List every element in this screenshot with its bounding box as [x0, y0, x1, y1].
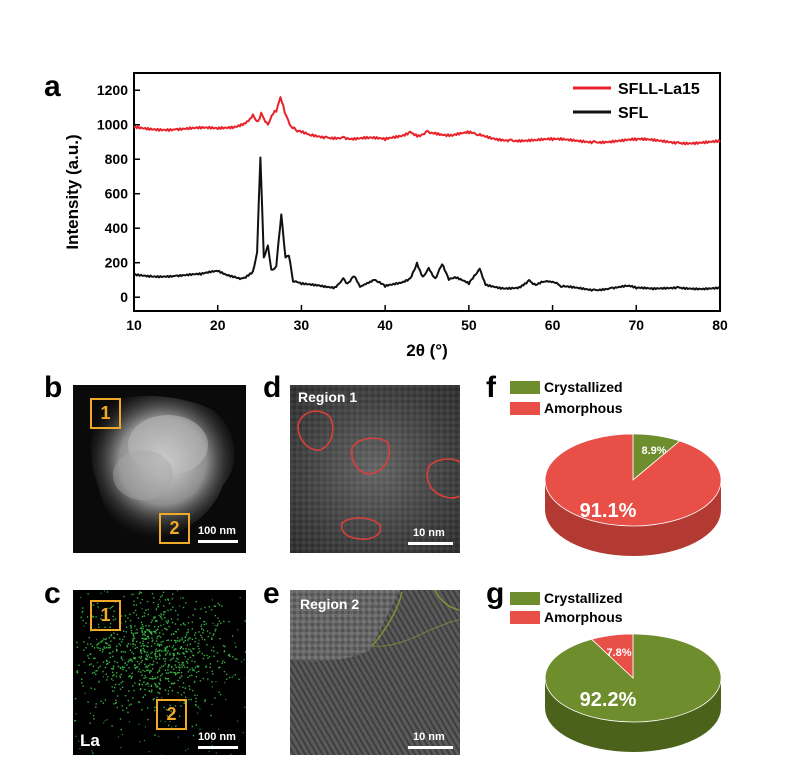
y-ticks: 0 200 400 600 800 1000 1200 — [97, 82, 140, 305]
hrtem-texture — [290, 385, 460, 553]
scalebar-label: 100 nm — [198, 731, 236, 743]
hrtem-texture — [290, 590, 460, 755]
x-axis-label: 2θ (°) — [406, 341, 448, 360]
x-ticks: 10 20 30 40 50 60 70 80 — [126, 305, 728, 333]
legend-label-amorphous: Amorphous — [544, 400, 623, 416]
element-label: La — [80, 731, 100, 750]
legend-label-crystallized: Crystallized — [544, 590, 623, 606]
pie-label-crystallized: 8.9% — [641, 445, 666, 457]
region-box-2: 2 — [159, 513, 190, 544]
legend-label-sflla15: SFLL-La15 — [618, 81, 700, 98]
la-map-image: 1 2 La 100 nm — [73, 590, 246, 755]
region-box-1: 1 — [90, 600, 121, 631]
legend-swatch-amorphous — [510, 611, 540, 624]
panel-label-b: b — [44, 371, 63, 404]
pie-chart-f: Crystallized Amorphous 8.9% 91.1% — [510, 379, 722, 556]
pie-slice-amorphous — [590, 633, 634, 679]
region-box-label: 1 — [100, 605, 111, 625]
y-tick-label: 1200 — [97, 82, 128, 98]
x-tick-label: 40 — [377, 317, 393, 333]
y-tick-label: 200 — [105, 255, 129, 271]
crystalline-region-outline — [297, 410, 334, 451]
y-tick-label: 800 — [105, 151, 129, 167]
y-tick-label: 600 — [105, 186, 129, 202]
pie-label-amorphous: 91.1% — [580, 500, 637, 522]
legend-swatch-crystallized — [510, 381, 540, 394]
x-tick-label: 50 — [461, 317, 477, 333]
x-tick-label: 60 — [545, 317, 561, 333]
region-box-label: 2 — [166, 704, 177, 724]
legend: Crystallized Amorphous — [510, 590, 623, 625]
legend-label-crystallized: Crystallized — [544, 379, 623, 395]
legend: SFLL-La15 SFL — [573, 81, 700, 122]
series-line-sflla15 — [133, 96, 721, 146]
pie-label-amorphous: 7.8% — [606, 647, 631, 659]
x-tick-label: 70 — [628, 317, 644, 333]
legend-label-sfl: SFL — [618, 105, 648, 122]
legend: Crystallized Amorphous — [510, 379, 623, 416]
x-tick-label: 10 — [126, 317, 142, 333]
panel-label-g: g — [486, 577, 505, 610]
region-title: Region 1 — [298, 389, 358, 405]
x-tick-label: 20 — [210, 317, 226, 333]
region-box-label: 1 — [100, 403, 111, 423]
pie-side — [545, 678, 721, 752]
region-title: Region 2 — [300, 596, 360, 612]
haadf-image: 1 2 100 nm — [73, 385, 246, 553]
hrtem-region-2-image: Region 2 10 nm — [290, 590, 460, 755]
legend-label-amorphous: Amorphous — [544, 609, 623, 625]
xrd-chart: 10 20 30 40 50 60 70 80 0 200 400 600 800 1000 1200 2… — [63, 72, 728, 360]
scalebar-label: 10 nm — [413, 731, 445, 743]
panel-label-f: f — [486, 371, 496, 404]
scalebar-label: 10 nm — [413, 527, 445, 539]
y-axis-label: Intensity (a.u.) — [63, 134, 82, 249]
haadf-particle — [91, 395, 235, 540]
crystalline-region-outline — [351, 437, 390, 475]
scalebar — [198, 746, 238, 749]
region-box-label: 2 — [169, 518, 180, 538]
la-signal-dots — [74, 590, 246, 755]
pie-slice-amorphous — [544, 433, 722, 527]
pie-label-crystallized: 92.2% — [580, 689, 637, 711]
scalebar — [198, 540, 238, 543]
legend-swatch-amorphous — [510, 402, 540, 415]
series-lines — [133, 96, 721, 292]
y-tick-label: 1000 — [97, 117, 128, 133]
scalebar-label: 100 nm — [198, 525, 236, 537]
pie-side — [545, 480, 721, 556]
x-tick-label: 30 — [294, 317, 310, 333]
crystalline-region-outline — [340, 517, 382, 540]
y-tick-label: 0 — [120, 289, 128, 305]
crystalline-region-outline — [371, 591, 403, 647]
crystalline-region-outline — [426, 458, 460, 499]
legend-swatch-crystallized — [510, 592, 540, 605]
panel-label-a: a — [44, 70, 61, 103]
crystalline-region-outline — [371, 619, 460, 647]
panel-label-d: d — [263, 371, 282, 404]
region-box-2: 2 — [156, 699, 187, 730]
crystalline-region-outline — [434, 590, 460, 611]
panel-label-e: e — [263, 577, 280, 610]
y-tick-label: 400 — [105, 220, 129, 236]
hrtem-region-1-image: Region 1 10 nm — [290, 385, 460, 553]
scalebar — [408, 746, 453, 749]
region-box-1: 1 — [90, 398, 121, 429]
x-tick-label: 80 — [712, 317, 728, 333]
series-line-sfl — [133, 156, 721, 292]
panel-label-c: c — [44, 577, 61, 610]
scalebar — [408, 542, 453, 545]
pie-chart-g: Crystallized Amorphous 92.2% 7.8% — [510, 590, 722, 752]
plot-area — [133, 72, 721, 312]
